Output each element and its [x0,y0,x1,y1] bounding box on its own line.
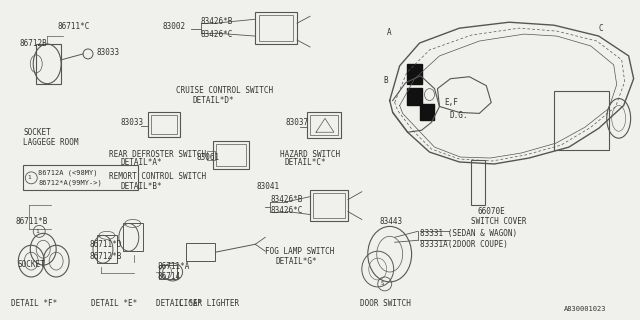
Text: 83426*C: 83426*C [200,30,233,39]
Text: 83033: 83033 [121,118,144,127]
Text: A: A [387,28,391,36]
Text: DETAIL *F*: DETAIL *F* [12,299,58,308]
Bar [123,223,143,251]
Text: REMORT CONTROL SWITCH: REMORT CONTROL SWITCH [109,172,206,181]
Text: 83331 (SEDAN & WAGON): 83331 (SEDAN & WAGON) [420,229,516,238]
Text: DOOR SWITCH: DOOR SWITCH [360,299,411,308]
Bar [313,193,345,219]
Text: C: C [599,24,604,33]
Text: 83443: 83443 [380,217,403,226]
Text: E,F: E,F [444,98,458,107]
Text: REAR DEFROSTER SWITCH: REAR DEFROSTER SWITCH [109,149,206,158]
Text: DETAIL*C*: DETAIL*C* [284,158,326,167]
Text: DETAIL*A*: DETAIL*A* [121,158,163,167]
Text: 1: 1 [35,229,39,234]
Text: 86712*B: 86712*B [89,252,122,261]
Text: S: S [381,281,385,286]
Text: 83426*B: 83426*B [270,195,303,204]
Text: 86711*C: 86711*C [57,22,90,31]
Text: 86712A (<98MY): 86712A (<98MY) [38,170,98,176]
Text: SWITCH COVER: SWITCH COVER [471,217,527,226]
Bar [406,88,422,106]
Text: 1: 1 [28,175,31,180]
Bar [23,165,138,190]
Bar [310,190,348,221]
Text: 86712B: 86712B [19,38,47,48]
Text: 83033: 83033 [97,48,120,57]
Bar [310,116,338,135]
Bar [151,116,177,134]
Bar [148,112,180,137]
Text: DETAIL *E*: DETAIL *E* [156,299,202,308]
Text: 83331A(2DOOR COUPE): 83331A(2DOOR COUPE) [420,240,508,249]
Text: 66070E: 66070E [477,207,505,216]
Bar [207,151,216,160]
Text: 83061: 83061 [196,153,220,162]
Text: CIGAR LIGHTER: CIGAR LIGHTER [179,299,239,308]
Text: D.G.: D.G. [449,111,468,120]
Text: 86714: 86714 [157,272,181,282]
Bar [255,12,297,44]
Bar [97,235,117,263]
Text: DETAIL*B*: DETAIL*B* [121,182,163,191]
Text: DETAIL *E*: DETAIL *E* [91,299,137,308]
Text: 83037: 83037 [285,118,308,127]
Text: 86712*A(99MY->): 86712*A(99MY->) [38,180,102,186]
Text: FOG LAMP SWITCH: FOG LAMP SWITCH [265,247,335,256]
Text: HAZARD SWITCH: HAZARD SWITCH [280,149,340,158]
Text: CRUISE CONTROL SWITCH: CRUISE CONTROL SWITCH [175,86,273,95]
Text: DETAIL*G*: DETAIL*G* [275,257,317,266]
Text: SOCKET: SOCKET [23,128,51,137]
Text: 83426*C: 83426*C [270,206,303,215]
Text: SOCKET: SOCKET [17,260,45,268]
Bar [186,243,216,261]
Text: 86711*D: 86711*D [89,240,122,249]
Bar [554,91,609,150]
Text: 86711*B: 86711*B [15,217,48,226]
Bar [36,44,61,84]
Bar [420,105,433,120]
Text: 83426*B: 83426*B [200,17,233,26]
Text: DETAIL*D*: DETAIL*D* [193,96,234,105]
Text: A830001023: A830001023 [564,306,607,312]
Bar [307,112,341,138]
Text: B: B [384,76,388,85]
Bar [259,15,293,41]
Text: 83002: 83002 [163,22,186,31]
Text: 83041: 83041 [256,182,280,191]
Bar [471,160,485,204]
Bar [214,141,250,169]
Bar [159,265,177,279]
Text: 86711*A: 86711*A [157,261,190,271]
Bar [406,64,422,84]
Text: LAGGEGE ROOM: LAGGEGE ROOM [23,138,79,147]
Bar [216,144,246,166]
